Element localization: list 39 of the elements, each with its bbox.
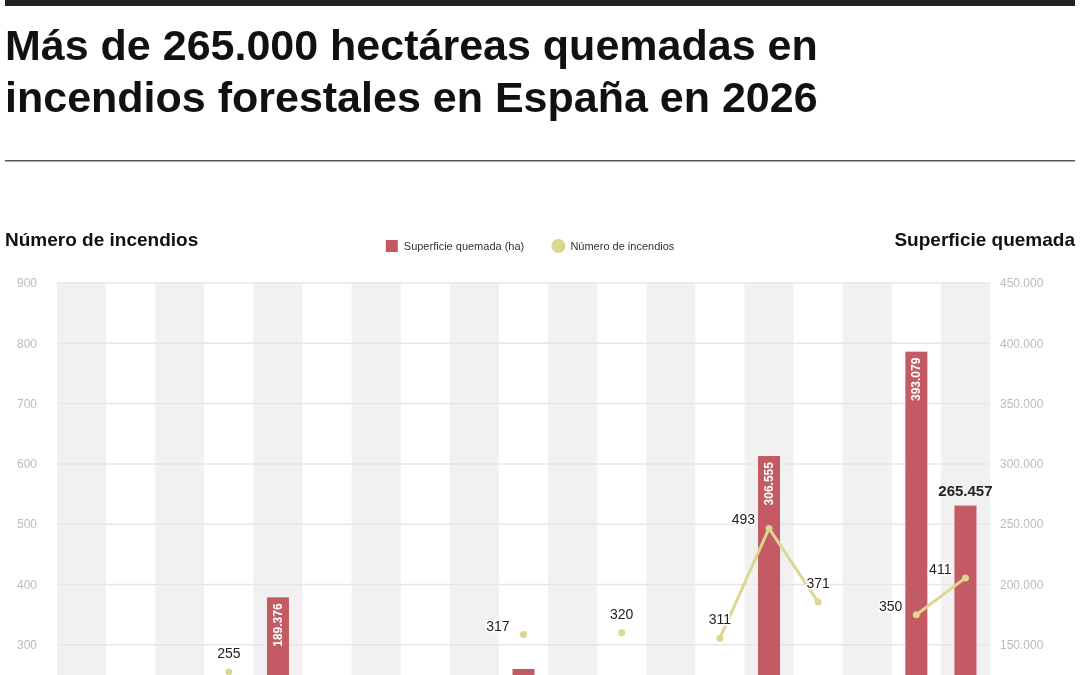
- y-tick-label: 800: [17, 336, 38, 351]
- y2-tick-label: 450.000: [1000, 276, 1044, 291]
- point: [520, 631, 527, 639]
- y2-tick-label: 300.000: [1000, 457, 1044, 472]
- legend-label: Número de incendios: [570, 240, 675, 252]
- point: [912, 611, 920, 619]
- data-label: 311: [708, 611, 732, 628]
- y-tick-label: 600: [17, 457, 38, 472]
- legend-label: Superficie quemada (ha): [403, 240, 525, 252]
- y2-tick-label: 400.000: [1000, 336, 1044, 351]
- y-tick-label: 700: [17, 396, 38, 411]
- data-label: 411: [929, 560, 952, 577]
- y2-tick-label: 150.000: [1000, 638, 1044, 653]
- y-tick-label: 900: [17, 276, 38, 291]
- data-label: 255: [217, 644, 241, 661]
- data-label: 306.555: [762, 461, 777, 506]
- y-axis-title: Número de incendios: [5, 229, 199, 250]
- chart-title: Más de 265.000 hectáreas quemadas en incendios forestales en España en 2026: [5, 21, 818, 121]
- y-tick-label: 300: [17, 638, 38, 653]
- point: [716, 634, 724, 642]
- point: [765, 524, 773, 532]
- data-label: 265.457: [938, 481, 993, 499]
- y-tick-label: 400: [17, 577, 38, 592]
- y2-tick-label: 200.000: [1000, 577, 1044, 592]
- y2-axis-title: Superficie quemada: [894, 229, 1076, 250]
- data-label: 493: [731, 511, 756, 528]
- data-label: 393.079: [909, 357, 924, 402]
- y2-tick-label: 350.000: [1000, 396, 1044, 411]
- point: [618, 629, 626, 637]
- point: [814, 598, 822, 606]
- data-label: 189.376: [270, 603, 285, 647]
- point: [961, 574, 969, 582]
- data-label: 317: [486, 617, 510, 634]
- point: [225, 668, 233, 675]
- y2-tick-label: 250.000: [1000, 517, 1044, 532]
- data-label: 371: [806, 575, 831, 592]
- data-label: 350: [878, 597, 903, 614]
- data-label: 320: [610, 605, 634, 622]
- y-tick-label: 500: [17, 517, 38, 532]
